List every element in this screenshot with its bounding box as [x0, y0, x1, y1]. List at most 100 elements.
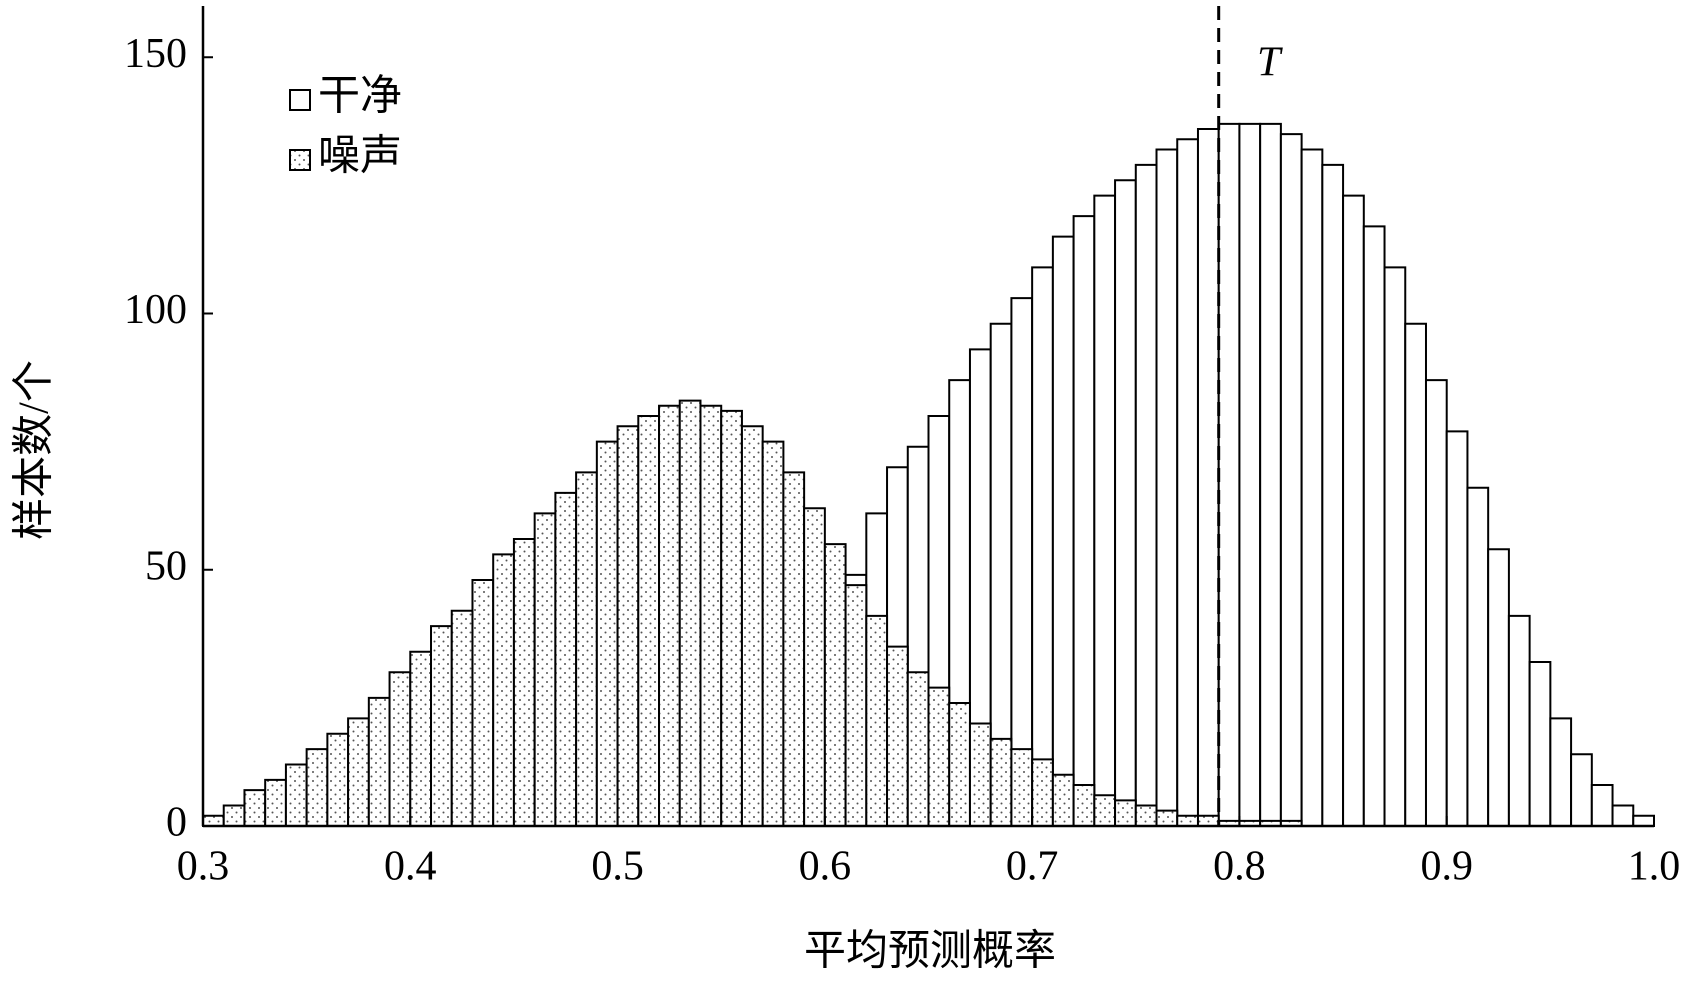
- histogram-bar: [1114, 179, 1137, 827]
- histogram-bar: [1155, 148, 1179, 827]
- histogram-bar: [844, 584, 868, 827]
- histogram-bar: [264, 778, 287, 827]
- histogram-bar: [1528, 661, 1552, 827]
- x-tick-label: 0.6: [799, 844, 852, 890]
- histogram-bar: [1072, 784, 1096, 827]
- histogram-bar: [1093, 194, 1117, 827]
- histogram-bar: [1445, 430, 1469, 827]
- x-axis-label: 平均预测概率: [804, 928, 1056, 975]
- threshold-label: T: [1257, 40, 1283, 86]
- histogram-bar: [865, 614, 889, 827]
- histogram-bar: [1487, 548, 1510, 827]
- histogram-bar: [575, 471, 598, 827]
- histogram-bar: [782, 471, 806, 827]
- histogram-bar: [1362, 225, 1386, 827]
- y-tick-label: 50: [145, 543, 187, 589]
- histogram-bar: [968, 722, 992, 827]
- histogram-bar: [1570, 753, 1593, 827]
- histogram-bar: [1051, 773, 1075, 827]
- histogram-bar: [1259, 122, 1282, 827]
- legend-label: 噪声: [318, 134, 402, 180]
- histogram-bar: [699, 404, 723, 827]
- histogram-bar: [1072, 215, 1096, 827]
- histogram-bar: [1424, 379, 1448, 827]
- histogram-bar: [512, 538, 536, 827]
- x-tick-label: 0.4: [384, 844, 437, 890]
- histogram-bar: [1549, 717, 1573, 827]
- histogram-bar: [658, 404, 681, 827]
- histogram-bar: [1134, 163, 1158, 827]
- histogram-bar: [1176, 814, 1199, 827]
- histogram-bar: [1507, 614, 1531, 827]
- histogram-bar: [989, 737, 1013, 827]
- histogram-bar: [222, 804, 246, 827]
- histogram-bar: [1196, 814, 1220, 827]
- histogram-bar: [1093, 794, 1117, 827]
- histogram-bar: [927, 686, 951, 827]
- histogram-bar: [1321, 163, 1345, 827]
- histogram-bar: [305, 748, 329, 827]
- histogram-bar: [388, 671, 412, 827]
- y-tick-label: 0: [166, 800, 187, 846]
- histogram-bar: [284, 763, 308, 827]
- histogram-bar: [823, 543, 847, 827]
- histogram-bar: [1300, 148, 1324, 827]
- x-tick-label: 0.5: [591, 844, 644, 890]
- histogram-bar: [1196, 128, 1220, 827]
- y-axis-label: 样本数/个: [12, 360, 58, 540]
- histogram-bar: [1466, 486, 1490, 827]
- x-tick-label: 0.7: [1006, 844, 1059, 890]
- histogram-bar: [948, 702, 971, 827]
- histogram-bar: [554, 491, 578, 827]
- histogram-bar: [1238, 122, 1262, 827]
- histogram-bar: [1342, 194, 1365, 827]
- legend-label: 干净: [318, 74, 402, 120]
- histogram-bar: [243, 789, 267, 827]
- y-tick-label: 100: [124, 287, 187, 333]
- histogram-bar: [367, 696, 391, 827]
- histogram-bar: [347, 717, 370, 827]
- y-tick-label: 150: [124, 31, 187, 77]
- histogram-bar: [1010, 748, 1034, 827]
- histogram-bar: [430, 625, 453, 827]
- histogram-bar: [1632, 814, 1656, 827]
- histogram-bar: [720, 409, 743, 827]
- x-tick-label: 0.9: [1420, 844, 1473, 890]
- histogram-bar: [450, 609, 474, 827]
- x-tick-label: 0.8: [1213, 844, 1266, 890]
- histogram-bar: [1611, 804, 1635, 827]
- histogram-bar: [1114, 799, 1137, 827]
- x-tick-label: 0.3: [177, 844, 230, 890]
- histogram-bar: [1031, 758, 1054, 827]
- histogram-bar: [906, 671, 930, 827]
- histogram-bar: [202, 814, 225, 827]
- histogram-bar: [409, 650, 433, 827]
- histogram-bar: [326, 732, 350, 827]
- histogram-bar: [678, 399, 702, 827]
- legend-swatch: [289, 89, 311, 111]
- histogram-bar: [1155, 809, 1179, 827]
- histogram-bar: [1383, 266, 1407, 827]
- histogram-bar: [492, 553, 515, 827]
- histogram-bar: [616, 425, 640, 827]
- histogram-bar: [1031, 266, 1054, 827]
- histogram-bar: [533, 512, 557, 827]
- legend-swatch: [289, 149, 311, 171]
- histogram-bar: [761, 440, 785, 827]
- histogram-bar: [1010, 297, 1034, 827]
- histogram-bar: [595, 440, 619, 827]
- histogram-bar: [1176, 138, 1199, 827]
- histogram-bar: [1279, 133, 1303, 827]
- histogram-bar: [1134, 804, 1158, 827]
- histogram-bar: [740, 425, 764, 827]
- histogram-bar: [471, 579, 495, 827]
- histogram-bar: [886, 645, 909, 827]
- histogram-bar: [1404, 322, 1427, 827]
- histogram-bar: [803, 507, 826, 827]
- histogram-bar: [1217, 122, 1241, 827]
- histogram-bar: [1051, 235, 1075, 827]
- histogram-bar: [1590, 784, 1614, 827]
- x-tick-label: 1.0: [1628, 844, 1681, 890]
- histogram-bar: [637, 415, 661, 827]
